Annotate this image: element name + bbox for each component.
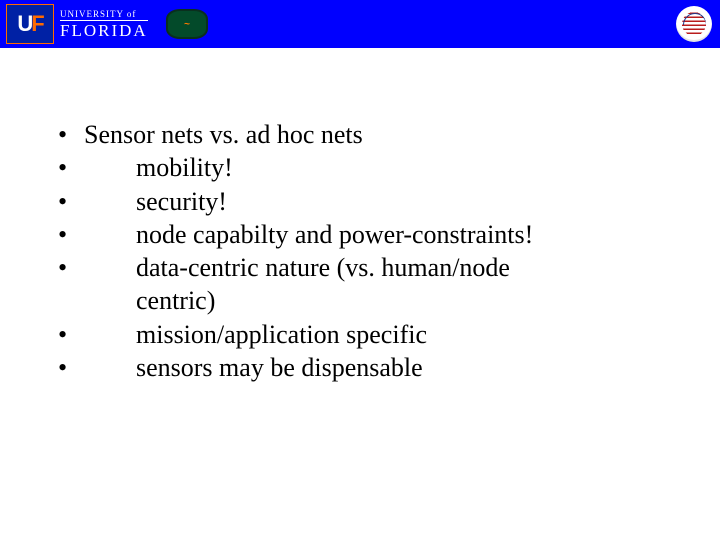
bullet-main-text: Sensor nets vs. ad hoc nets — [84, 120, 363, 149]
gator-mark: ~ — [183, 19, 190, 30]
bullet-item: security! — [58, 185, 680, 218]
bullet-item-text: mobility! — [84, 151, 680, 184]
beachball-lines — [680, 10, 708, 38]
bullet-item: mobility! — [58, 151, 680, 184]
bullet-item-text: security! — [84, 185, 680, 218]
beachball-arc — [683, 13, 707, 37]
bullet-item: data-centric nature (vs. human/node cent… — [58, 251, 680, 318]
uf-letter-u: U — [17, 11, 31, 37]
bullet-item-wrap: centric) — [84, 284, 680, 317]
uf-wordmark-bottom: FLORIDA — [60, 22, 148, 39]
uf-monogram: UF — [6, 4, 54, 44]
slide-content: Sensor nets vs. ad hoc nets mobility! se… — [0, 48, 720, 384]
header-bar: UF UNIVERSITY of FLORIDA ~ — [0, 0, 720, 48]
bullet-main: Sensor nets vs. ad hoc nets — [58, 118, 680, 151]
bullet-item: mission/application specific — [58, 318, 680, 351]
uf-logo: UF UNIVERSITY of FLORIDA — [6, 0, 148, 48]
uf-letter-f: F — [31, 11, 42, 37]
bullet-item: sensors may be dispensable — [58, 351, 680, 384]
bullet-item-text: data-centric nature (vs. human/node — [84, 251, 680, 284]
bullet-list: Sensor nets vs. ad hoc nets mobility! se… — [58, 118, 680, 384]
bullet-item: node capabilty and power-constraints! — [58, 218, 680, 251]
bullet-item-text: mission/application specific — [84, 318, 680, 351]
gator-badge-icon: ~ — [166, 9, 208, 39]
uf-wordmark: UNIVERSITY of FLORIDA — [60, 10, 148, 39]
bullet-item-text: sensors may be dispensable — [84, 351, 680, 384]
beachball-icon — [676, 6, 712, 42]
uf-wordmark-top: UNIVERSITY of — [60, 10, 148, 21]
bullet-item-text: node capabilty and power-constraints! — [84, 218, 680, 251]
